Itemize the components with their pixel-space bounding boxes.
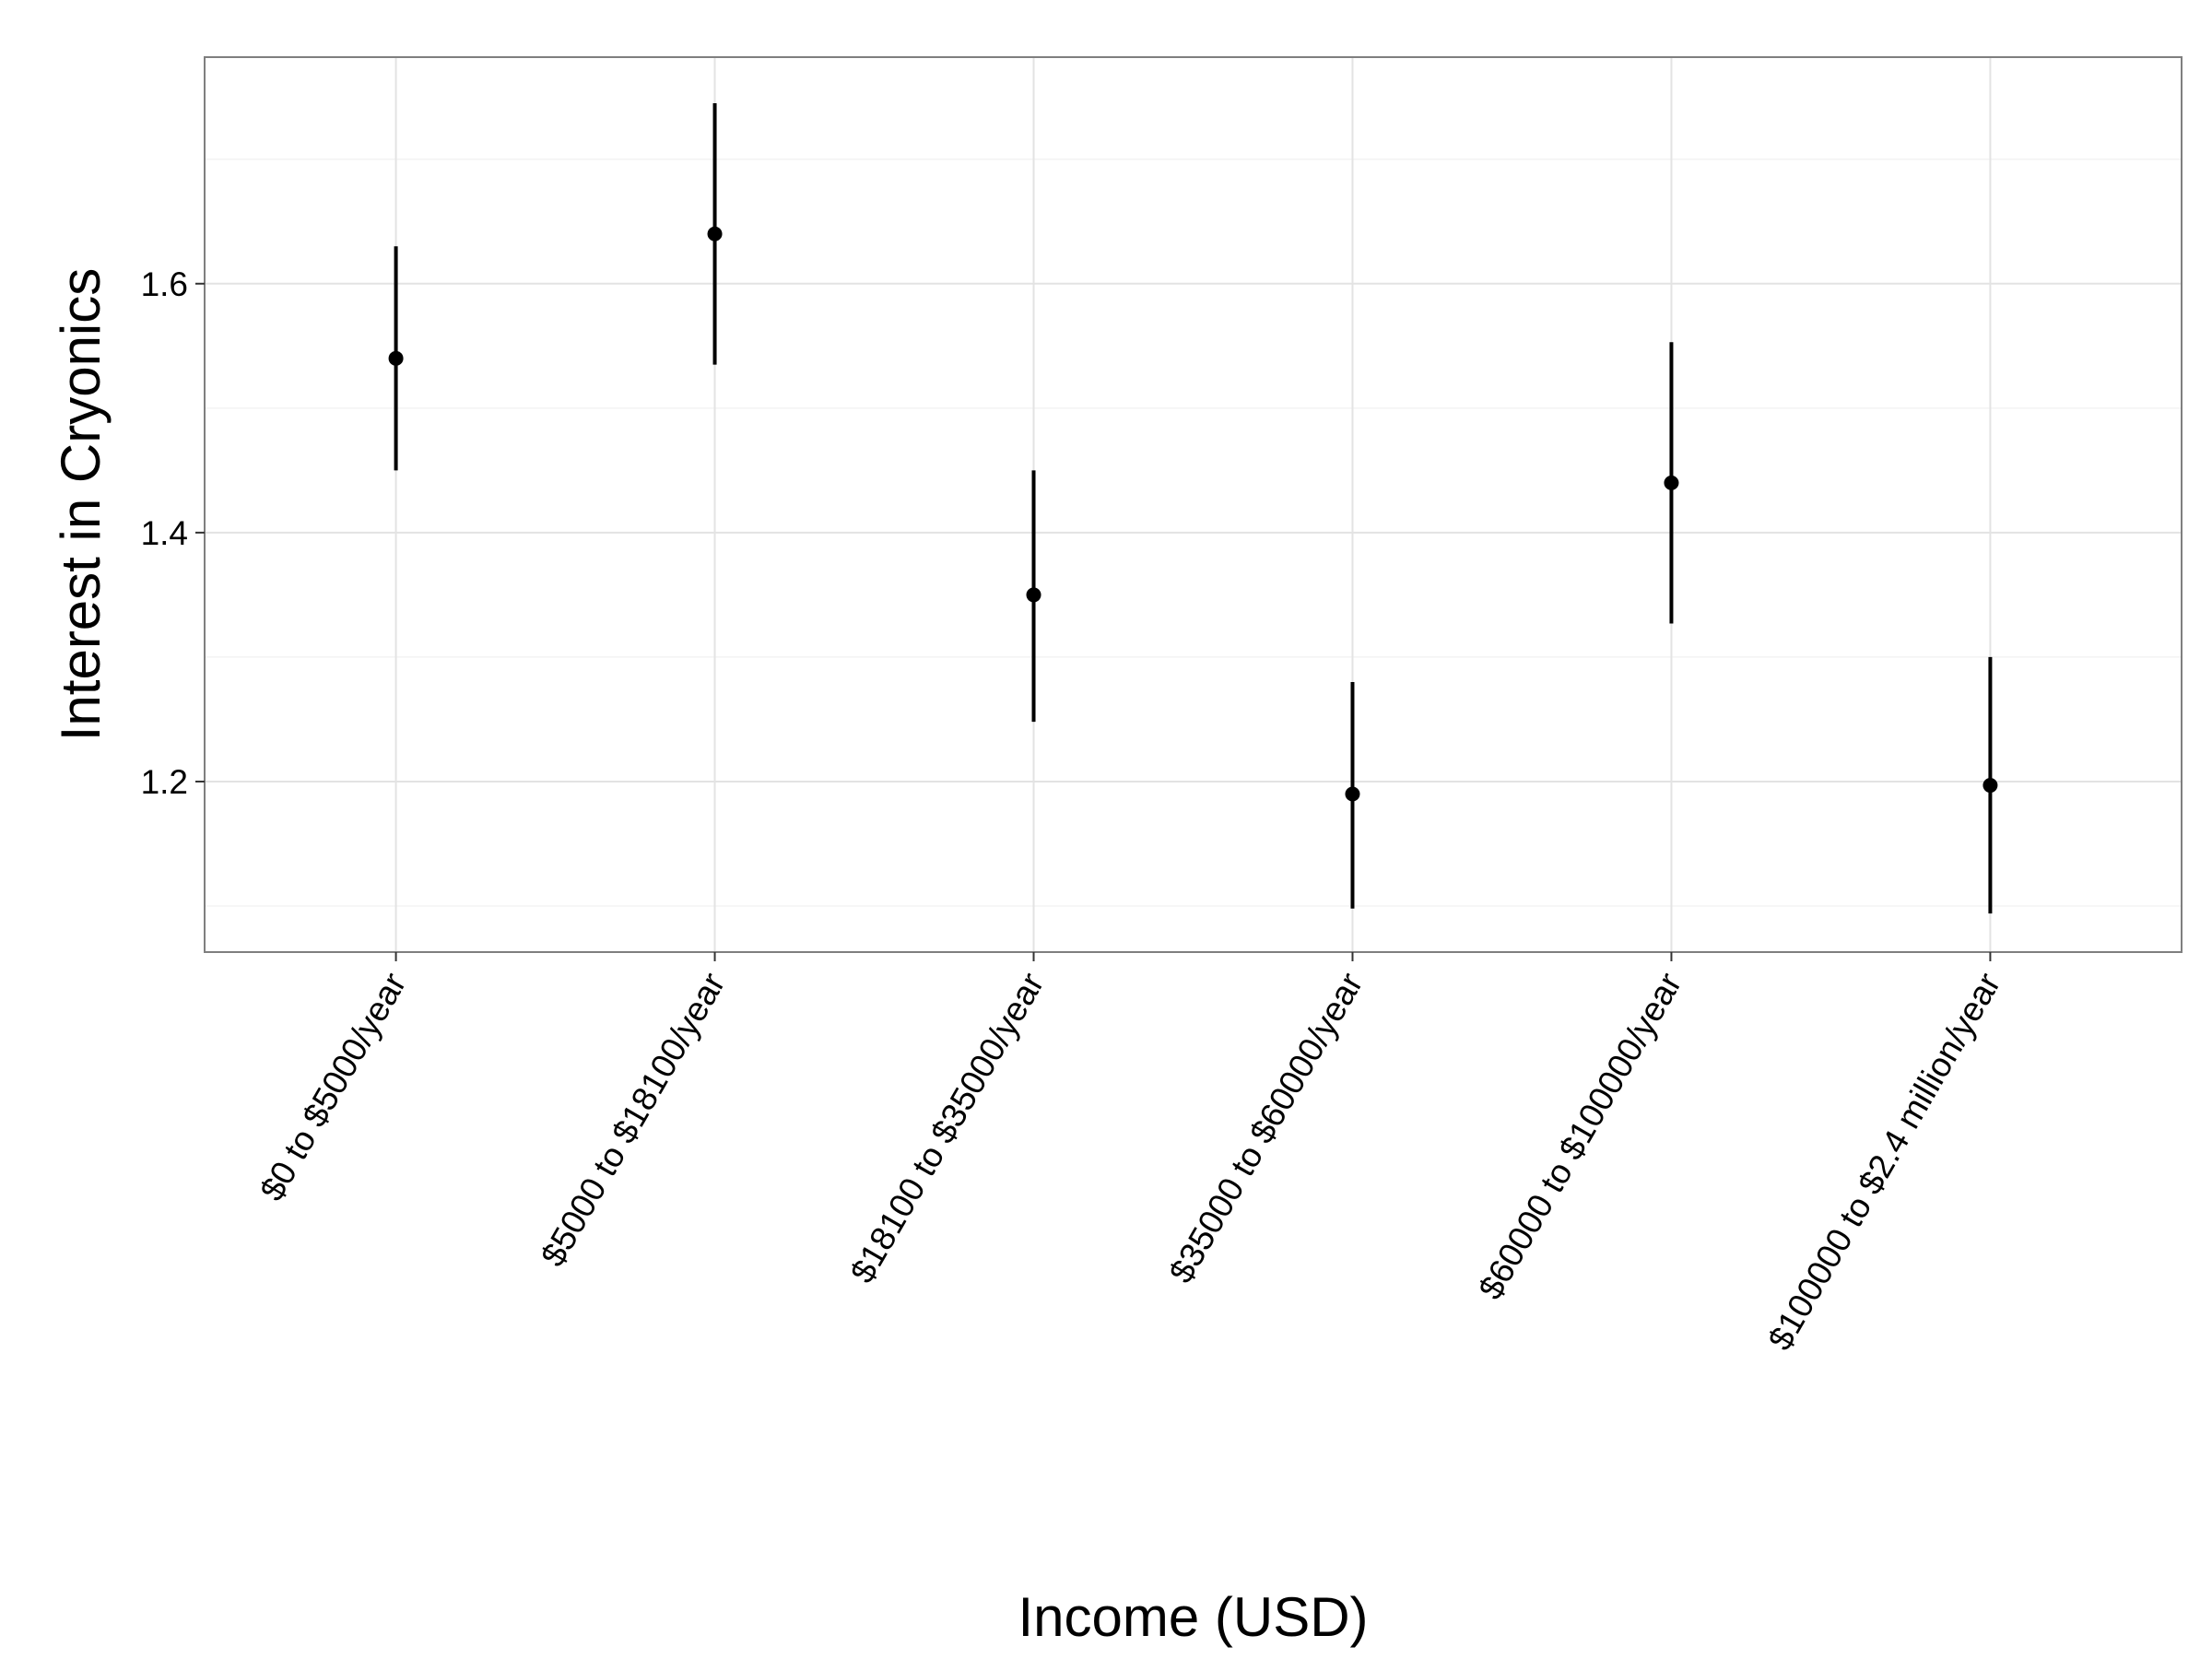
y-axis-title: Interest in Cryonics [50,268,112,742]
data-point [707,226,723,241]
plot-panel-border [204,56,2183,953]
y-tick-label: 1.6 [141,265,188,303]
data-point [1983,778,1998,794]
y-tick-label: 1.2 [141,763,188,801]
x-axis-title: Income (USD) [1018,1586,1368,1648]
data-marks [388,102,1998,914]
data-point [1345,786,1360,802]
data-point [1026,587,1041,603]
data-point [1664,475,1679,490]
y-tick-label: 1.4 [141,514,188,552]
data-point [388,350,404,366]
